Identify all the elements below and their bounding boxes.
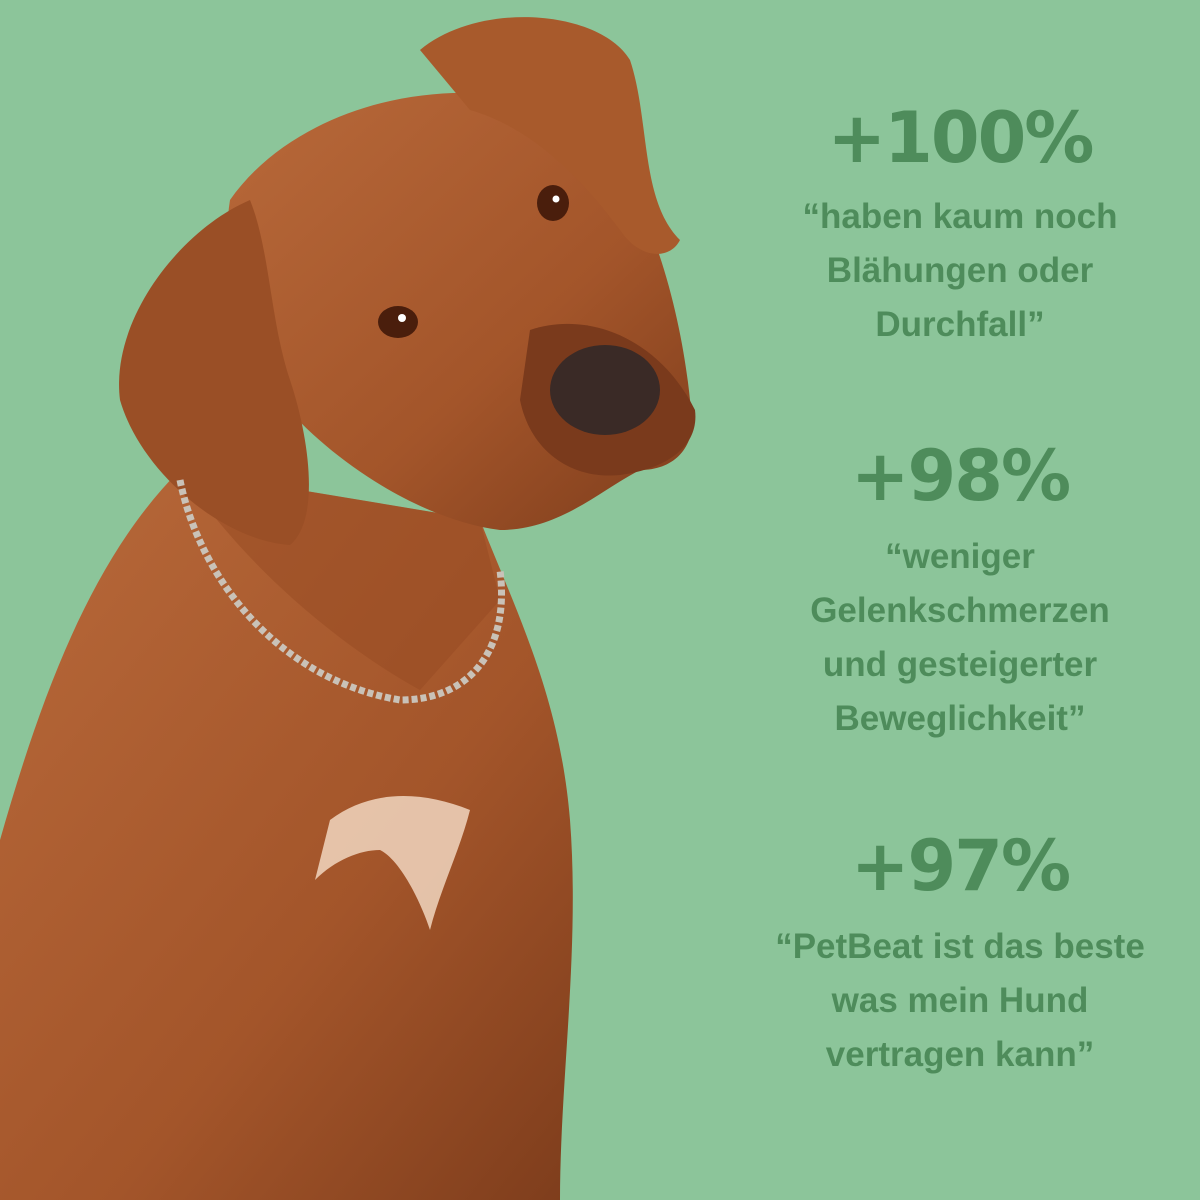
dog-eye-right [537,185,569,221]
stat-quote: “PetBeat ist das beste was mein Hund ver… [775,927,1145,1074]
chest-patch [315,796,470,930]
stat-value: +100% [827,97,1095,179]
stat-quote: “weniger Gelenkschmerzen und gesteigerte… [810,537,1110,738]
stat-value: +98% [850,435,1071,517]
stat-value: +97% [850,825,1071,907]
dog-nose [550,345,660,435]
stat-quote: “haben kaum noch Blähungen oder Durchfal… [802,197,1118,344]
dog-collar [176,479,505,704]
dog-ear-left [119,200,309,545]
stat-block: +97% “PetBeat ist das beste was mein Hun… [740,826,1180,1082]
dog-eye-left [378,306,418,338]
stat-block: +98% “weniger Gelenkschmerzen und gestei… [740,436,1180,746]
dog-photo [0,17,696,1200]
stat-block: +100% “haben kaum noch Blähungen oder Du… [740,98,1180,352]
dog-ear-right [420,17,680,254]
